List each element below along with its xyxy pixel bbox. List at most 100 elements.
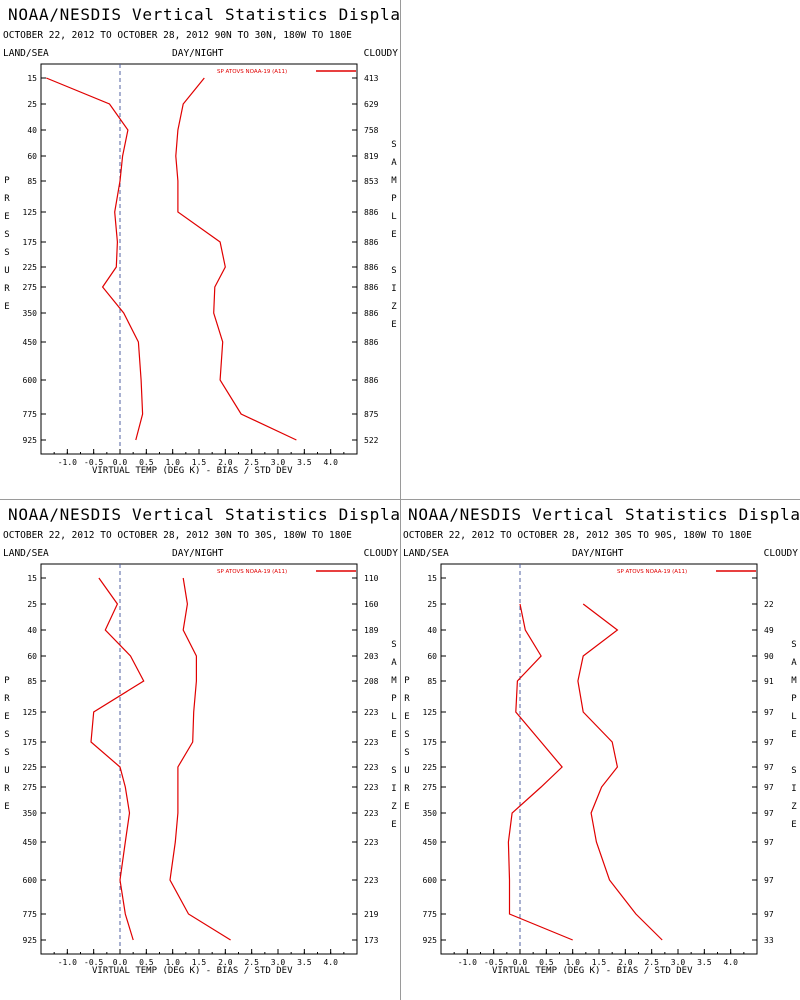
right-axis-label-letter: M	[391, 676, 397, 686]
pressure-level-label: 25	[427, 600, 437, 609]
header-land-sea: LAND/SEA	[3, 548, 49, 559]
x-tick-label: 4.0	[323, 458, 338, 467]
header-cloudy: CLOUDY	[363, 548, 398, 559]
pressure-level-label: 225	[423, 763, 438, 772]
x-tick-label: 0.0	[113, 958, 128, 967]
plot-area: -1.0 -0.5 0.0 0.5 1.0 1.5 2.0 2.5 3.0 3.5 4.0 15 413…	[23, 63, 379, 467]
pressure-level-label: 40	[27, 626, 37, 635]
pressure-level-label: 775	[23, 410, 38, 419]
sample-size-label: 819	[364, 152, 379, 161]
bias-line	[507, 603, 573, 941]
pressure-level-label: 450	[23, 838, 38, 847]
x-tick-label: 4.0	[323, 958, 338, 967]
sample-size-label: 208	[364, 677, 379, 686]
sample-size-label: 223	[364, 783, 379, 792]
y-axis-label-letter: U	[404, 766, 410, 776]
right-axis-label-letter: E	[391, 320, 397, 330]
sample-size-label: 97	[764, 910, 774, 919]
pressure-level-label: 275	[23, 283, 38, 292]
sample-size-label: 886	[364, 283, 379, 292]
x-axis-label: VIRTUAL TEMP (DEG K) - BIAS / STD DEV	[92, 466, 293, 476]
sample-size-label: 886	[364, 309, 379, 318]
sample-size-label: 91	[764, 677, 774, 686]
x-tick-label: 3.5	[297, 958, 312, 967]
pressure-level-label: 350	[23, 309, 38, 318]
right-axis-label-letter: A	[791, 658, 797, 668]
sample-size-label: 97	[764, 708, 774, 717]
pressure-level-label: 775	[423, 910, 438, 919]
pressure-level-label: 775	[23, 910, 38, 919]
x-tick-label: -0.5	[484, 958, 503, 967]
panel-title: NOAA/NESDIS Vertical Statistics Display	[408, 505, 800, 524]
pressure-level-label: 600	[23, 376, 38, 385]
right-axis-label-letter: S	[391, 640, 397, 650]
stats-panel-30s-90s: NOAA/NESDIS Vertical Statistics Display …	[400, 500, 800, 1000]
bias-line	[46, 77, 144, 441]
x-axis-label: VIRTUAL TEMP (DEG K) - BIAS / STD DEV	[92, 966, 293, 976]
right-axis-label-letter: S	[791, 640, 797, 650]
y-axis-label-letter: S	[404, 748, 410, 758]
right-axis-label-letter: Z	[791, 802, 797, 812]
x-tick-label: 2.5	[244, 458, 259, 467]
pressure-level-label: 600	[23, 876, 38, 885]
sample-size-label: 49	[764, 626, 774, 635]
pressure-level-label: 225	[23, 263, 38, 272]
y-axis-label-letter: S	[4, 730, 10, 740]
pressure-level-label: 15	[27, 574, 37, 583]
pressure-level-label: 25	[27, 100, 37, 109]
sample-size-label: 219	[364, 910, 379, 919]
pressure-level-label: 15	[27, 74, 37, 83]
pressure-level-label: 85	[427, 677, 437, 686]
right-axis-label-letter: P	[391, 194, 397, 204]
sample-size-label: 886	[364, 338, 379, 347]
pressure-level-label: 25	[27, 600, 37, 609]
pressure-level-label: 175	[23, 738, 38, 747]
sample-size-label: 886	[364, 208, 379, 217]
right-axis-label-letter: L	[391, 212, 397, 222]
std-dev-line	[577, 603, 663, 941]
sample-size-label: 223	[364, 809, 379, 818]
right-axis-label-letter: E	[391, 230, 397, 240]
x-tick-label: 3.5	[297, 458, 312, 467]
sample-size-label: 886	[364, 238, 379, 247]
x-tick-label: 1.0	[165, 458, 180, 467]
sample-size-label: 758	[364, 126, 379, 135]
sample-size-label: 223	[364, 876, 379, 885]
pressure-level-label: 350	[423, 809, 438, 818]
pressure-level-label: 125	[423, 708, 438, 717]
right-axis-label-letter: P	[391, 694, 397, 704]
y-axis-label-letter: P	[4, 676, 10, 686]
sample-size-label: 97	[764, 838, 774, 847]
sample-size-label: 189	[364, 626, 379, 635]
header-cloudy: CLOUDY	[763, 548, 798, 559]
right-axis-label-letter: E	[391, 820, 397, 830]
pressure-level-label: 450	[423, 838, 438, 847]
pressure-level-label: 15	[427, 574, 437, 583]
sample-size-label: 223	[364, 838, 379, 847]
y-axis-label-letter: U	[4, 766, 10, 776]
y-axis-label-letter: R	[4, 694, 10, 704]
sample-size-label: 90	[764, 652, 774, 661]
sample-size-label: 97	[764, 763, 774, 772]
x-tick-label: -1.0	[58, 958, 77, 967]
right-axis-label-letter: I	[391, 284, 397, 294]
panel-divider-horizontal	[0, 499, 800, 500]
sample-size-label: 886	[364, 376, 379, 385]
x-tick-label: 4.0	[723, 958, 738, 967]
right-axis-label-letter: S	[391, 266, 397, 276]
stats-panel-90n-30n: NOAA/NESDIS Vertical Statistics Display …	[0, 0, 400, 500]
sample-size-label: 853	[364, 177, 379, 186]
pressure-level-label: 925	[23, 936, 38, 945]
right-axis-label-letter: E	[791, 820, 797, 830]
x-tick-label: 0.5	[139, 458, 154, 467]
y-axis-label-letter: R	[404, 694, 410, 704]
x-tick-label: 1.5	[192, 958, 207, 967]
header-day-night: DAY/NIGHT	[172, 548, 224, 559]
sample-size-label: 97	[764, 876, 774, 885]
plot-frame	[40, 63, 358, 455]
panel-title: NOAA/NESDIS Vertical Statistics Display	[8, 505, 400, 524]
pressure-level-label: 175	[423, 738, 438, 747]
y-axis-label-letter: E	[404, 712, 410, 722]
x-tick-label: -1.0	[58, 458, 77, 467]
y-axis-label-letter: S	[404, 730, 410, 740]
